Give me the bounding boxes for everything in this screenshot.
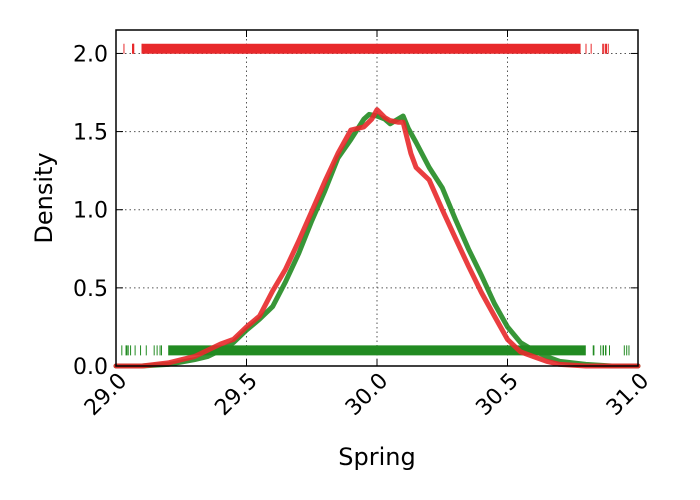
rug-series-2 xyxy=(121,345,630,356)
y-ticks: 0.0 0.5 1.0 1.5 2.0 xyxy=(73,42,638,380)
density-line-2 xyxy=(113,107,641,369)
y-tick-label: 1.0 xyxy=(73,199,108,224)
y-tick-label: 1.5 xyxy=(73,121,108,146)
y-tick-label: 0.5 xyxy=(73,277,108,302)
rug-band xyxy=(142,43,581,54)
density-lines xyxy=(113,107,641,369)
grid-lines xyxy=(116,30,638,366)
x-tick-label: 29.5 xyxy=(210,369,262,421)
y-tick-label: 2.0 xyxy=(73,42,108,67)
y-tick-label: 0.0 xyxy=(73,355,108,380)
x-tick-label: 30.5 xyxy=(471,369,523,421)
x-axis-label: Spring xyxy=(338,443,415,471)
rug-marks xyxy=(121,43,630,356)
x-tick-label: 31.0 xyxy=(602,369,654,421)
y-axis-label: Density xyxy=(30,152,58,243)
x-tick-label: 30.0 xyxy=(341,369,393,421)
rug-series-1 xyxy=(123,43,609,54)
rug-band xyxy=(168,345,586,356)
